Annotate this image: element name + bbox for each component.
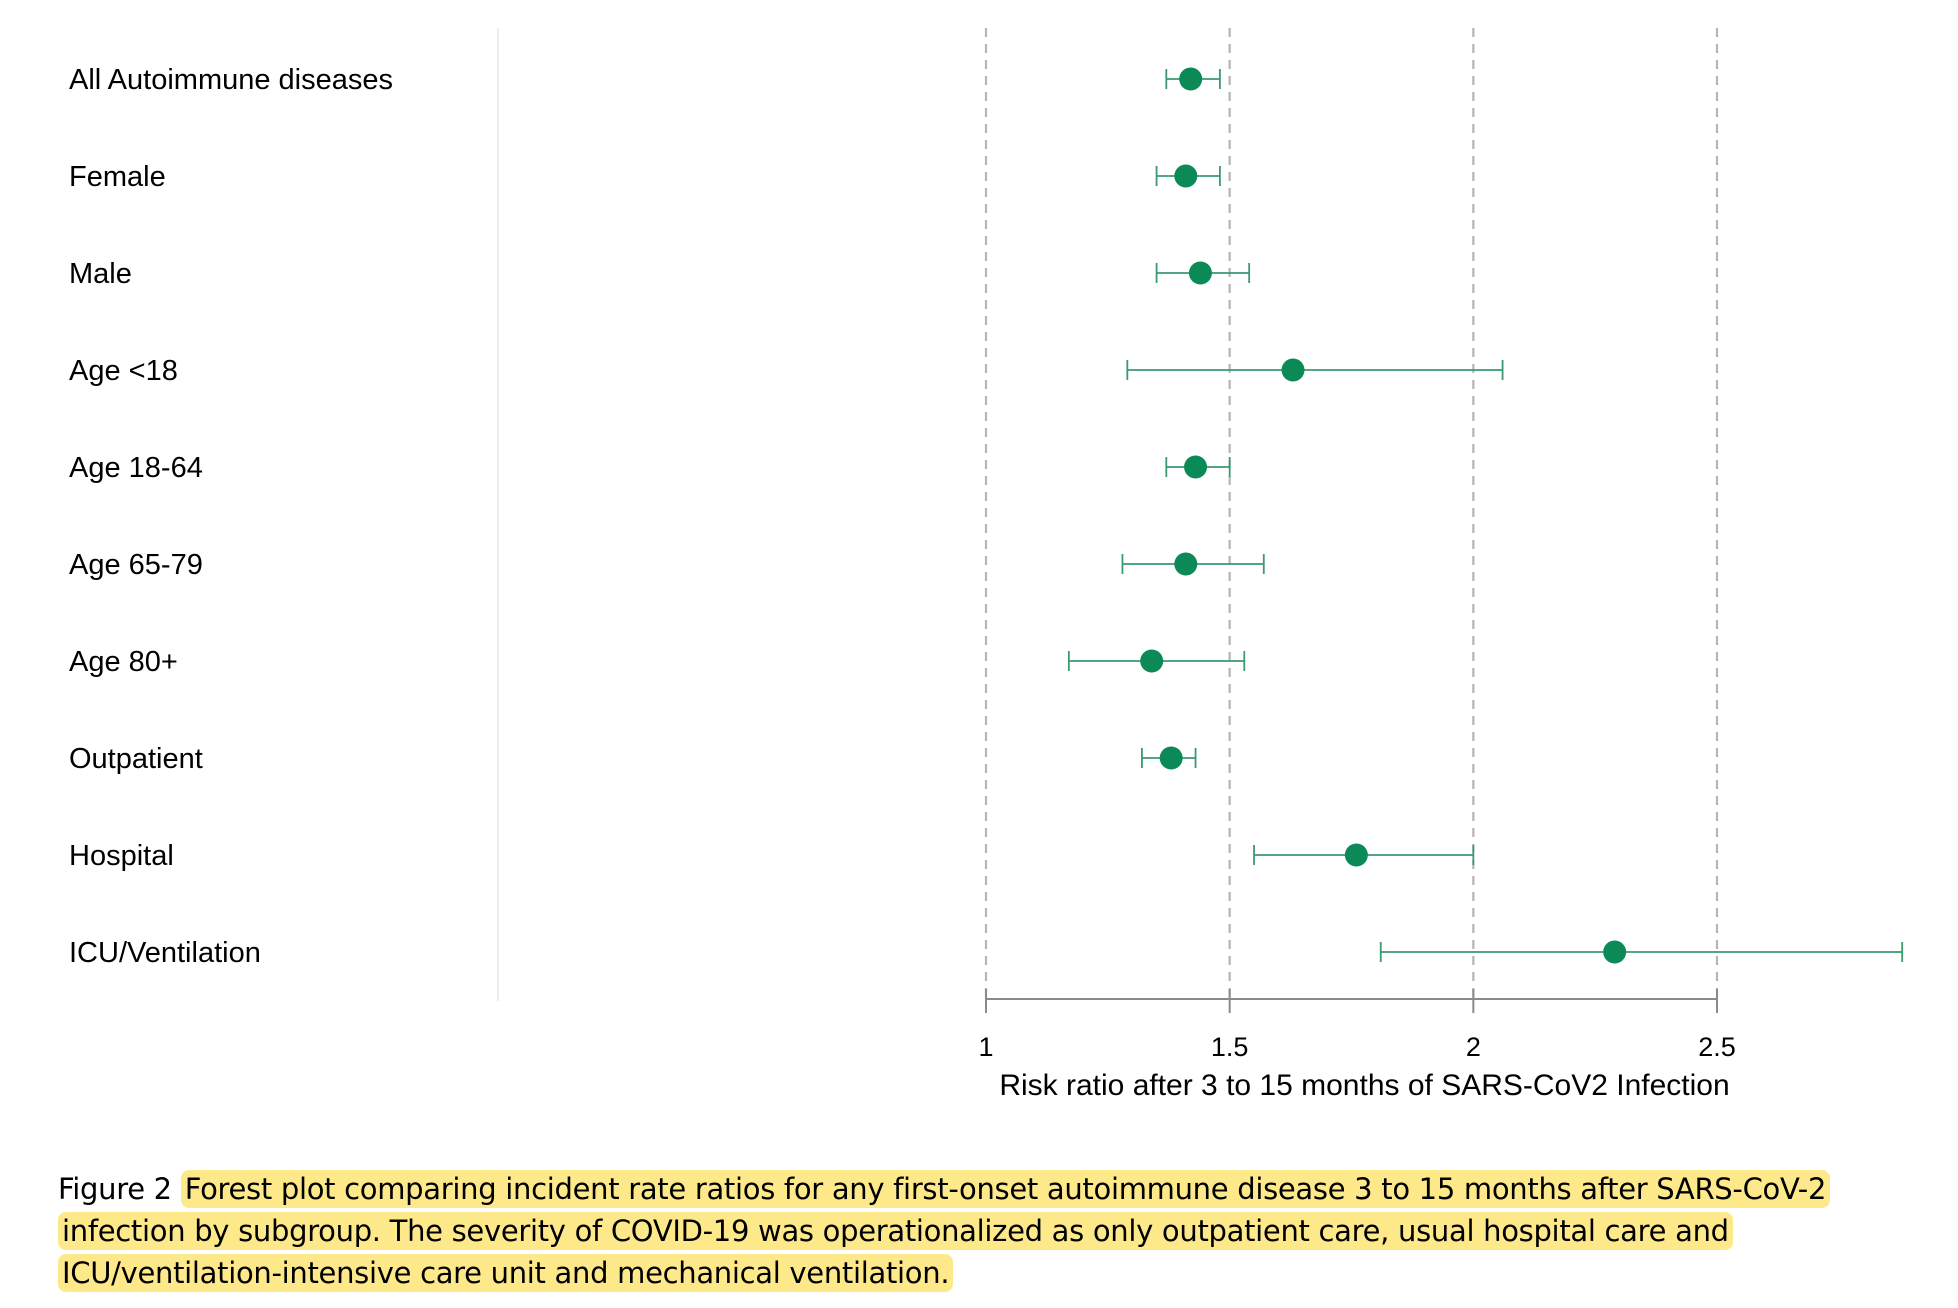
row-label-0: All Autoimmune diseases <box>69 64 393 96</box>
caption-text: Forest plot comparing incident rate rati… <box>58 1170 1831 1292</box>
x-tick-label-3: 2.5 <box>1698 1032 1736 1062</box>
point-estimate-3 <box>1281 358 1305 382</box>
row-label-5: Age 65-79 <box>69 549 203 581</box>
point-estimate-2 <box>1188 261 1212 285</box>
figure-caption: Figure 2 Forest plot comparing incident … <box>58 1168 1878 1294</box>
point-estimate-4 <box>1184 455 1208 479</box>
point-estimate-8 <box>1344 843 1368 867</box>
x-tick-label-2: 2 <box>1466 1032 1481 1062</box>
x-tick-label-1: 1.5 <box>1211 1032 1249 1062</box>
forest-plot-svg: 1 1.5 2 2.5 Risk ratio after 3 to 15 months … <box>69 28 1904 1102</box>
row-label-6: Age 80+ <box>69 646 178 678</box>
point-estimate-7 <box>1159 746 1183 770</box>
row-label-2: Male <box>69 258 132 290</box>
point-estimate-5 <box>1174 552 1198 576</box>
caption-label: Figure 2 <box>58 1172 172 1206</box>
row-label-3: Age <18 <box>69 355 178 387</box>
row-label-1: Female <box>69 161 166 193</box>
row-label-4: Age 18-64 <box>69 452 203 484</box>
x-axis-title: Risk ratio after 3 to 15 months of SARS-… <box>999 1069 1729 1102</box>
point-estimate-1 <box>1174 164 1198 188</box>
point-estimate-6 <box>1140 649 1164 673</box>
forest-plot: 1 1.5 2 2.5 Risk ratio after 3 to 15 months … <box>69 28 1904 1102</box>
row-label-8: Hospital <box>69 840 174 872</box>
point-estimate-9 <box>1603 940 1627 964</box>
x-tick-label-0: 1 <box>978 1032 993 1062</box>
point-estimate-0 <box>1179 67 1203 91</box>
row-label-7: Outpatient <box>69 743 203 775</box>
row-label-9: ICU/Ventilation <box>69 937 261 969</box>
